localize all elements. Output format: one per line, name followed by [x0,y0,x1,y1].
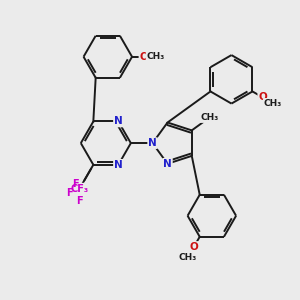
Text: CF₃: CF₃ [70,184,89,194]
Text: CH₃: CH₃ [200,113,218,122]
Text: O: O [189,242,198,252]
Text: N: N [114,160,123,170]
Text: O: O [258,92,267,102]
Text: F: F [72,179,79,189]
Text: N: N [148,138,157,148]
Text: F: F [67,188,73,198]
Text: O: O [140,52,148,62]
Text: F: F [76,196,83,206]
Text: CH₃: CH₃ [264,99,282,108]
Text: N: N [163,159,172,169]
Text: CH₃: CH₃ [179,253,197,262]
Text: CH₃: CH₃ [146,52,165,61]
Text: N: N [114,116,123,127]
